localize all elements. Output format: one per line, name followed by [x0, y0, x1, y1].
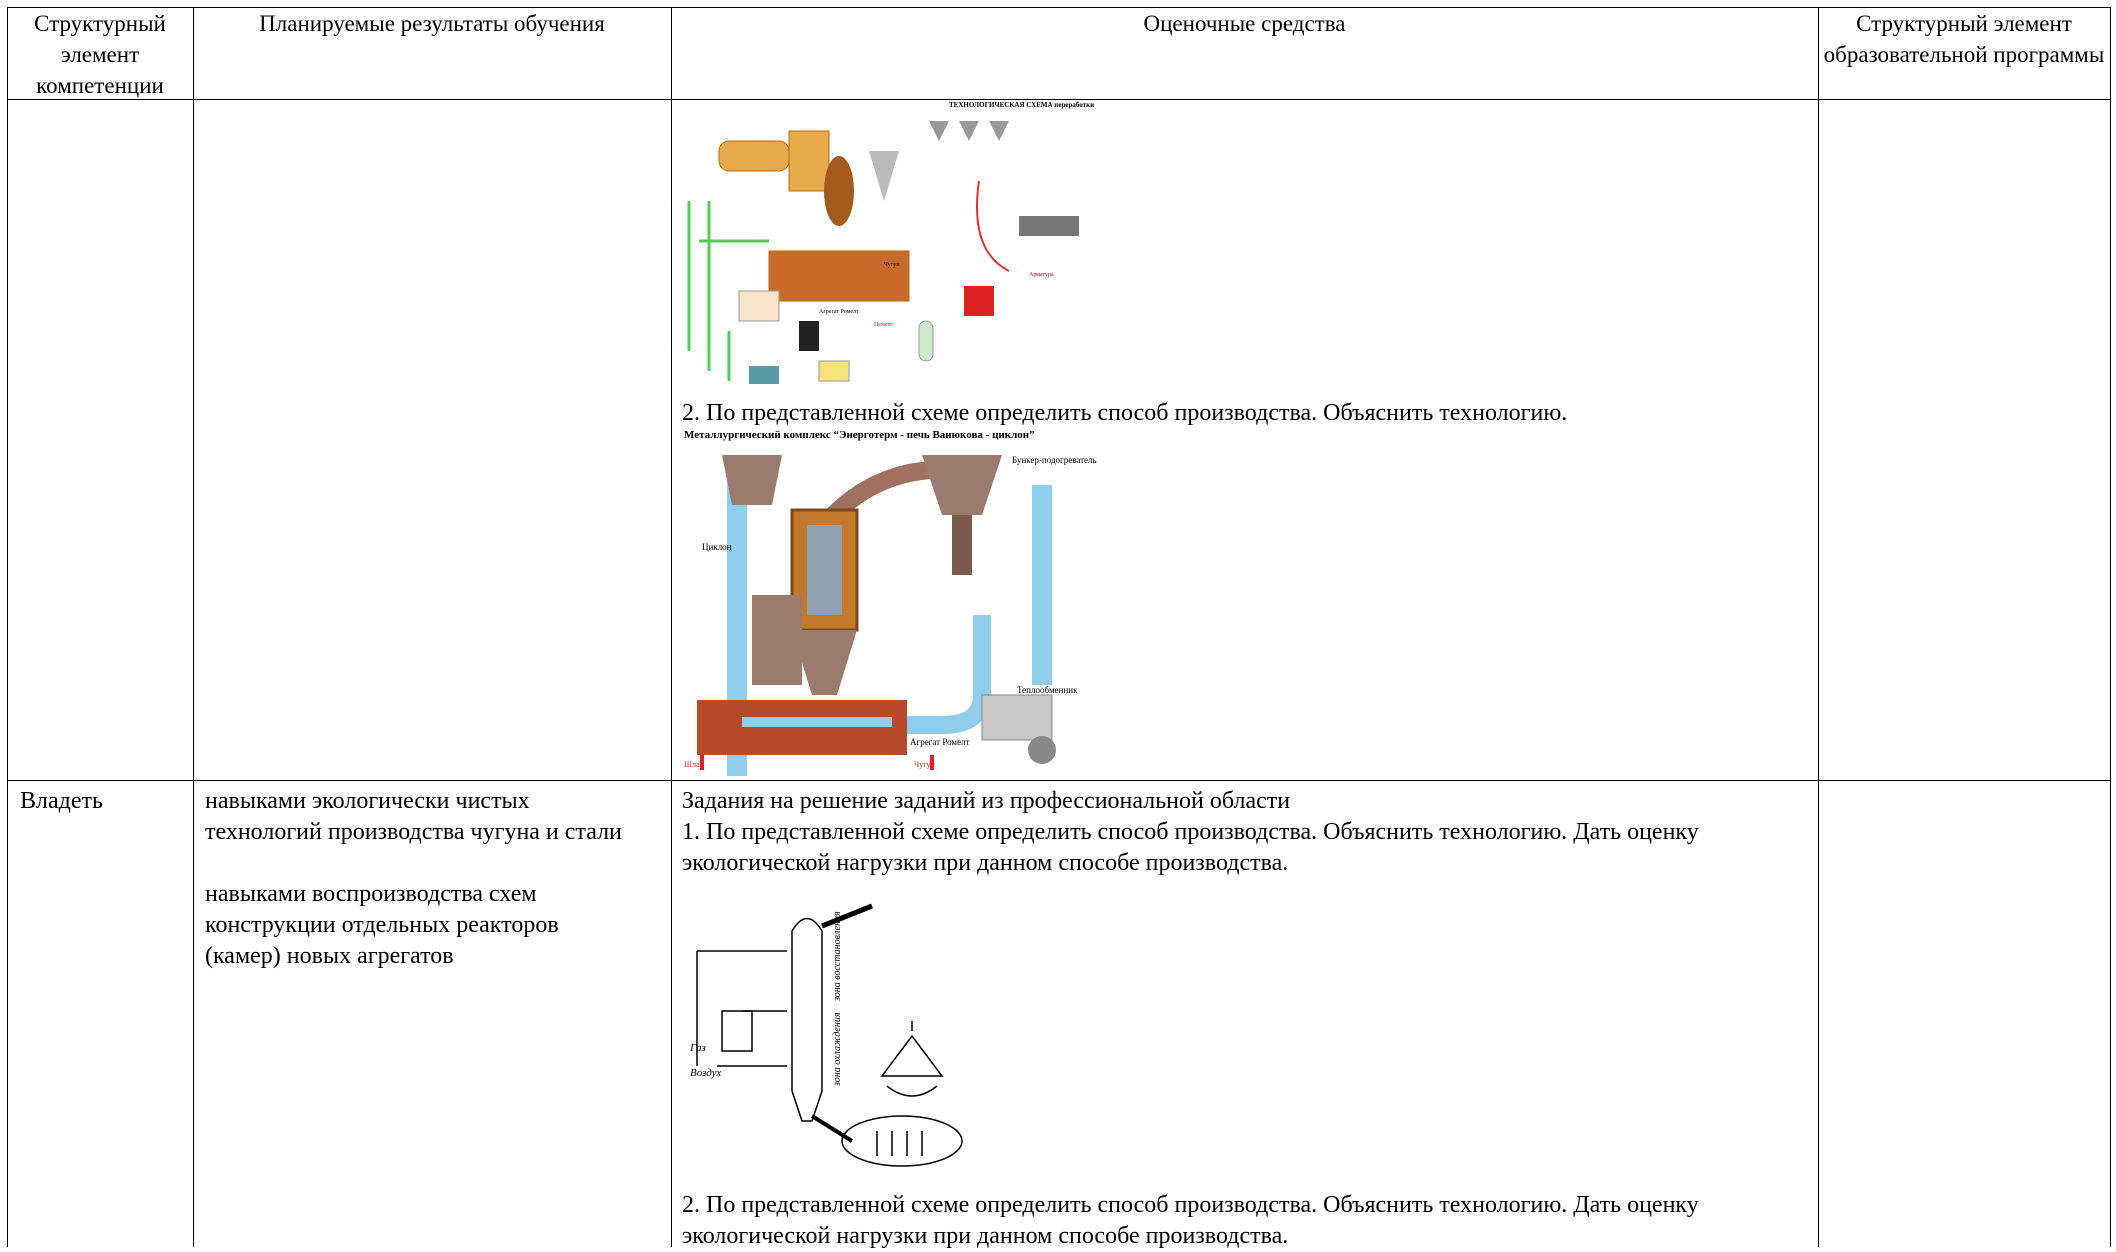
table-border — [7, 99, 2111, 100]
table-border — [671, 7, 672, 1247]
table-border — [7, 7, 2111, 8]
image-label: Теплообменник — [1017, 685, 1078, 695]
header-cell: Планируемые результаты обучения — [259, 11, 605, 36]
scheme-image: Циклон Бункер-подогреватель Теплообменни… — [684, 455, 1097, 776]
image-label: Бункер-подогреватель — [1012, 455, 1097, 465]
image-label: Агрегат Ромелт — [819, 309, 859, 315]
task-text: 1. По представленной схеме определить сп… — [682, 819, 1699, 876]
header-cell: Структурный элемент компетенции — [34, 11, 166, 98]
image-label: зона восстановления — [832, 911, 843, 1002]
image-title: Металлургический комплекс “Энерготерм - … — [684, 429, 1035, 441]
scheme-image: Газ Воздух зона восстановления зона охла… — [689, 903, 963, 1167]
image-title: ТЕХНОЛОГИЧЕСКАЯ СХЕМА переработки железо… — [949, 101, 1094, 109]
image-label: Шлак — [684, 760, 704, 769]
scheme-image: ТЕХНОЛОГИЧЕСКАЯ СХЕМА переработки железо… — [687, 101, 1094, 384]
competence-element: Владеть — [20, 788, 103, 814]
learning-result: навыками экологически чистых технологий … — [205, 788, 622, 845]
image-label: Цемент — [874, 322, 894, 328]
task-text: 2. По представленной схеме определить сп… — [682, 400, 1568, 426]
image-label: Циклон — [702, 542, 732, 552]
table-border — [7, 780, 2111, 781]
assessment-heading: Задания на решение заданий из профессион… — [682, 788, 1291, 814]
image-label: Чугун — [914, 760, 935, 769]
image-label: Воздух — [690, 1067, 721, 1079]
image-label: Газ — [689, 1042, 706, 1054]
learning-result: навыками воспроизводства схем конструкци… — [205, 881, 559, 969]
image-label: зона охлаждения — [832, 1012, 843, 1087]
task-text: 2. По представленной схеме определить сп… — [682, 1192, 1699, 1249]
header-cell: Оценочные средства — [1143, 11, 1346, 36]
header-cell: Структурный элемент образовательной прог… — [1823, 11, 2105, 67]
table-border — [2110, 7, 2111, 1247]
image-label: Агрегат Ромелт — [910, 737, 970, 747]
table-border — [7, 7, 8, 1247]
table-border — [1818, 7, 1819, 1247]
image-label: Арматура — [1029, 272, 1054, 278]
image-label: Чугун — [884, 262, 900, 268]
table-border — [193, 7, 194, 1247]
